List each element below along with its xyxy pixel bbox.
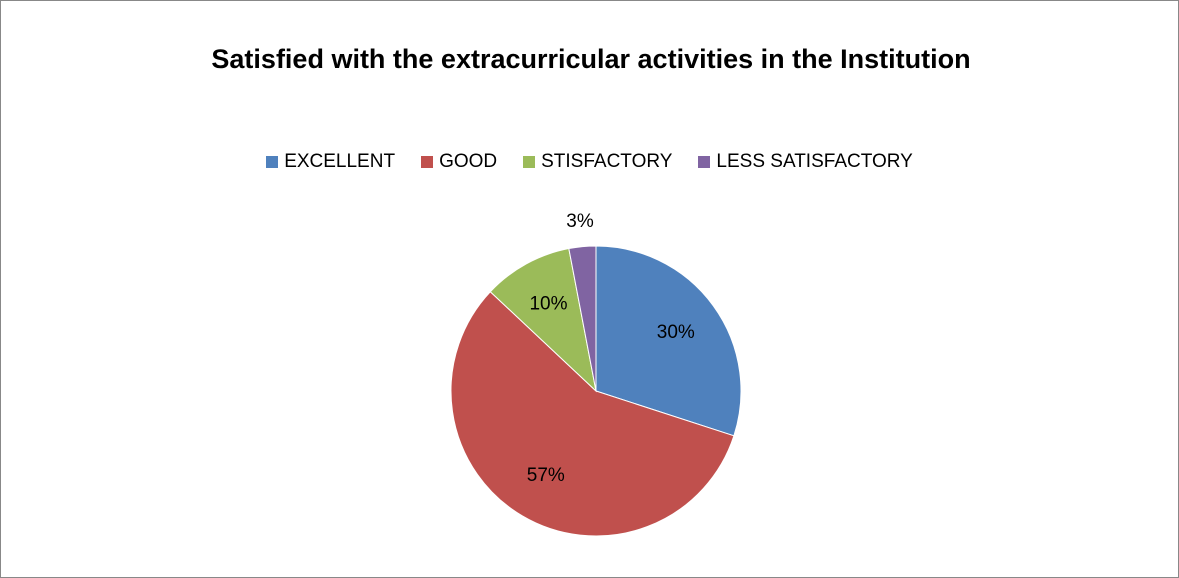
legend-label: EXCELLENT (284, 151, 396, 172)
legend-label: LESS SATISFACTORY (716, 151, 913, 172)
legend-swatch (523, 156, 536, 168)
pie-slice (595, 245, 742, 437)
legend-item: GOOD (421, 151, 497, 173)
legend-item: STISFACTORY (523, 151, 672, 173)
data-label: 57% (527, 465, 565, 486)
legend-label: GOOD (439, 151, 498, 172)
chart-title: Satisfied with the extracurricular activ… (211, 44, 971, 74)
legend-item: EXCELLENT (266, 151, 395, 173)
legend-swatch (698, 156, 711, 168)
legend-swatch (421, 156, 434, 168)
data-label: 30% (657, 322, 695, 343)
legend: EXCELLENT GOOD STISFACTORY LESS SATISFACTOR… (1, 151, 1178, 173)
legend-item: LESS SATISFACTORY (698, 151, 913, 173)
data-label: 3% (566, 211, 594, 232)
legend-swatch (266, 156, 279, 168)
pie-slice (489, 247, 597, 393)
data-label: 10% (529, 294, 567, 315)
pie-slice (450, 291, 735, 537)
legend-label: STISFACTORY (541, 151, 673, 172)
pie-slice (568, 245, 597, 392)
